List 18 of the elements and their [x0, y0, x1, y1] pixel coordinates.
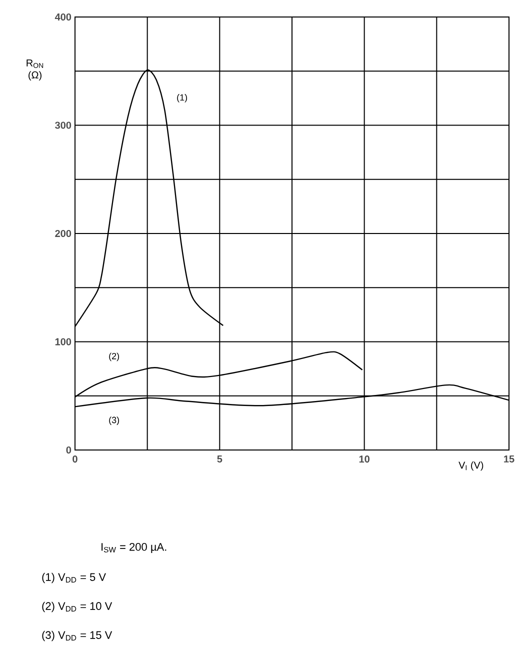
x-tick-label: 0: [72, 456, 78, 463]
y-tick-label: 100: [55, 338, 72, 346]
text: (3) V$_{DD}$ = 15 V: [42, 630, 112, 642]
series-label: (3): [109, 416, 120, 425]
x-tick-label: 5: [217, 456, 222, 462]
series-label: (1): [177, 94, 187, 102]
y-tick-label: 300: [55, 122, 72, 129]
text: (2) V$_{DD}$ = 10 V: [42, 602, 112, 612]
x-tick-label: 10: [359, 456, 370, 463]
text: (1) V$_{DD}$ = 5 V: [42, 572, 106, 584]
series-label: (2): [109, 352, 120, 362]
y-axis-title: R$_{ON}$ (Ω): [26, 60, 44, 80]
y-tick-label: 200: [55, 230, 72, 238]
y-tick-label: 0: [66, 446, 72, 454]
y-tick-label: 400: [54, 13, 72, 21]
x-axis-title: V$_{I}$ (V): [458, 461, 484, 471]
x-tick-label: 15: [504, 456, 514, 462]
text: I$_{SW}$ = 200 µA.: [102, 543, 166, 553]
